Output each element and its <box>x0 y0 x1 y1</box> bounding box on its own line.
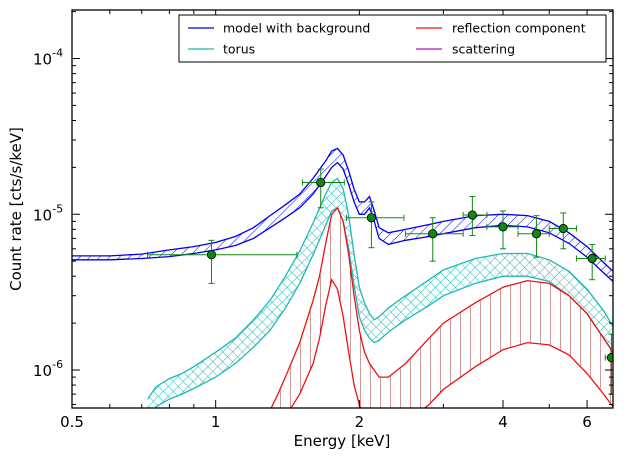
y-tick-base: 10 <box>33 206 52 224</box>
data-marker <box>559 224 567 232</box>
y-tick-exponent: -4 <box>52 47 63 60</box>
data-marker <box>468 211 476 219</box>
data-marker <box>429 230 437 238</box>
data-marker <box>607 353 615 361</box>
legend-label-scattering: scattering <box>452 42 515 57</box>
y-tick-label: 10-5 <box>33 202 63 224</box>
legend-label-model: model with background <box>223 21 370 36</box>
x-tick-label: 4 <box>498 413 508 431</box>
y-axis-label: Count rate [cts/s/keV] <box>7 127 25 291</box>
data-marker <box>588 254 596 262</box>
data-marker <box>532 230 540 238</box>
data-marker <box>367 214 375 222</box>
x-tick-label: 0.5 <box>60 413 84 431</box>
x-tick-label: 6 <box>582 413 592 431</box>
y-tick-base: 10 <box>33 51 52 69</box>
y-tick-label: 10-4 <box>33 47 63 69</box>
legend: model with background torus reflection c… <box>179 15 606 62</box>
chart: 0.5 1 2 4 6 10-610-510-4 Energy [keV] Count … <box>0 0 624 459</box>
legend-label-torus: torus <box>223 42 255 57</box>
y-tick-exponent: -5 <box>52 202 63 215</box>
x-axis-label: Energy [keV] <box>294 432 391 450</box>
y-tick-label: 10-6 <box>33 358 63 380</box>
y-tick-exponent: -6 <box>52 358 63 371</box>
y-tick-base: 10 <box>33 362 52 380</box>
x-tick-label: 2 <box>355 413 365 431</box>
data-marker <box>207 250 215 258</box>
data-marker <box>317 178 325 186</box>
legend-label-reflection: reflection component <box>452 21 586 36</box>
data-marker <box>499 223 507 231</box>
x-tick-label: 1 <box>211 413 221 431</box>
